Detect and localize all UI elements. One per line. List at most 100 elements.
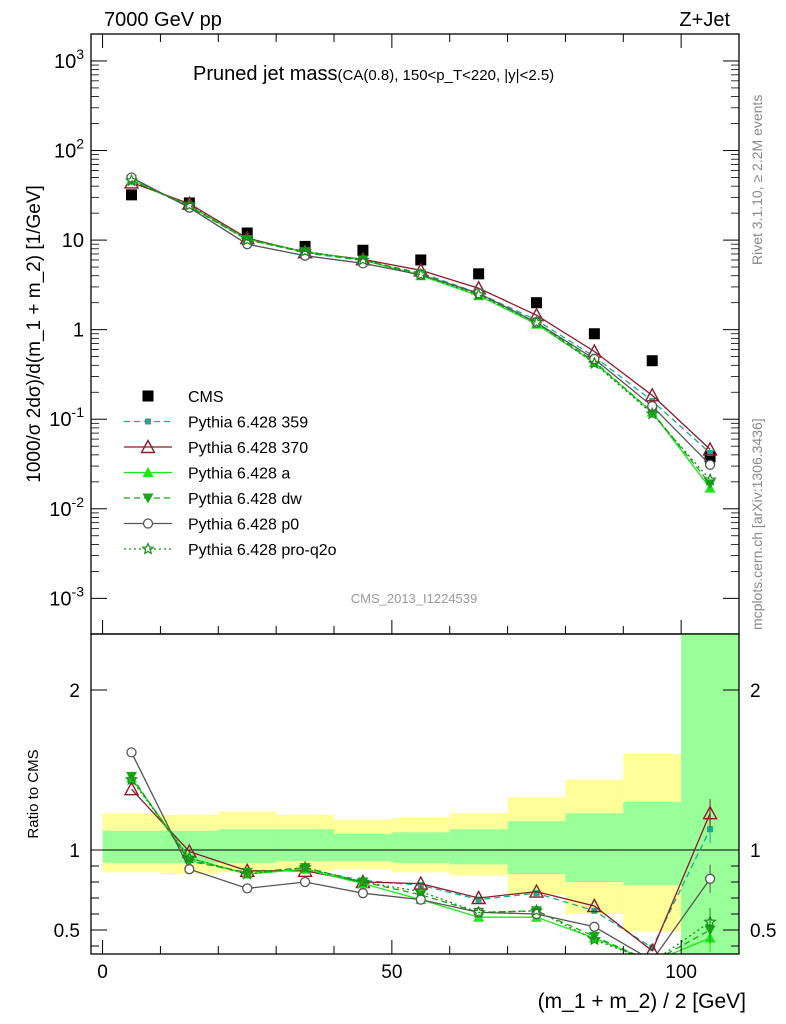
x-tick-label: 50: [381, 962, 402, 983]
ratio-data-point: [242, 883, 253, 894]
legend-marker: [142, 467, 154, 477]
ratio-data-point: [649, 944, 656, 951]
main-data-point: [707, 449, 714, 456]
main-title: Pruned jet mass(CA(0.8), 150<p_T<220, |y…: [193, 63, 554, 85]
legend-label: CMS: [188, 389, 224, 406]
ratio-y-tick-label-right: 0.5: [750, 921, 776, 942]
legend-marker: [145, 418, 151, 425]
main-y-tick-label: 102: [54, 136, 84, 163]
main-data-point: [531, 297, 542, 309]
analysis-id-label: CMS_2013_I1224539: [351, 591, 478, 606]
main-y-tick-label: 10: [62, 230, 84, 252]
legend-item: Pythia 6.428 pro-q2o: [124, 541, 337, 559]
main-y-axis-label: 1000/σ 2dσ)/d(m_1 + m_2) [1/GeV]: [24, 185, 45, 483]
main-data-point: [240, 233, 254, 246]
main-data-point: [702, 441, 718, 456]
svg-text:Pruned jet mass(CA(0.8), 150<p: Pruned jet mass(CA(0.8), 150<p_T<220, |y…: [193, 63, 554, 85]
ratio-y-tick-label-right: 1: [750, 841, 761, 862]
ratio-uncertainty-bands: [102, 634, 739, 954]
legend-label: Pythia 6.428 a: [188, 466, 290, 483]
ratio-data-point: [704, 873, 716, 884]
green-band-segment: [449, 829, 508, 865]
legend-item: CMS: [142, 389, 224, 406]
legend-marker: [142, 493, 154, 504]
legend-label: Pythia 6.428 pro-q2o: [188, 542, 337, 559]
main-data-point: [647, 400, 658, 412]
ratio-data-point: [240, 866, 254, 880]
main-data-point: [298, 244, 312, 257]
main-data-point: [414, 267, 428, 281]
ratio-data-point: [703, 914, 717, 928]
green-band-segment: [276, 829, 334, 862]
main-data-point: [645, 406, 659, 420]
legend-label: Pythia 6.428 p0: [188, 517, 299, 534]
legend-item: Pythia 6.428 359: [124, 415, 308, 432]
main-data-point: [415, 254, 427, 266]
ratio-y-tick-label: 0.5: [54, 921, 80, 942]
ratio-data-point: [589, 921, 600, 932]
ratio-data-point: [470, 890, 487, 905]
main-data-point: [126, 189, 137, 201]
legend-item: Pythia 6.428 370: [124, 439, 308, 457]
green-band-segment: [391, 832, 450, 863]
ratio-panel: 0.5 0.5 1 1 2 2 0 50 100 Ratio to CMS (m_1 + m_2…: [25, 633, 776, 1013]
green-band-segment: [565, 813, 624, 882]
green-band-segment: [623, 802, 682, 886]
legend-marker: [142, 390, 154, 402]
main-data-point: [588, 328, 600, 340]
main-data-point: [644, 387, 660, 402]
legend-item: Pythia 6.428 dw: [124, 491, 302, 508]
ratio-data-point: [182, 850, 197, 864]
main-series-pythia-6-428-370: [123, 174, 718, 456]
x-tick-label: 100: [665, 962, 697, 983]
ratio-data-point: [299, 876, 311, 888]
main-data-point: [587, 356, 602, 370]
main-series-pythia-6-428-pro-q2o: [124, 173, 717, 486]
green-band-segment: [334, 834, 392, 862]
main-series-line: [131, 179, 711, 454]
ratio-data-point: [123, 781, 140, 796]
legend-item: Pythia 6.428 p0: [124, 517, 299, 534]
legend-marker: [141, 541, 155, 555]
main-y-ticks: 10-3 10-2 10-1 1 10 102 103: [49, 33, 740, 634]
rivet-version-label: Rivet 3.1.10, ≥ 2.2M events: [749, 95, 765, 265]
ratio-data-point: [586, 898, 603, 913]
mcplots-reference-label: mcplots.cern.ch [arXiv:1306.3436]: [749, 418, 765, 630]
ratio-data-point: [126, 747, 137, 758]
ratio-data-point: [702, 805, 718, 820]
main-data-point: [126, 172, 137, 183]
legend-marker: [140, 439, 156, 454]
x-tick-label: 0: [97, 962, 108, 983]
green-band-segment: [681, 634, 739, 954]
legend-label: Pythia 6.428 dw: [188, 491, 302, 508]
ratio-data-point: [414, 884, 428, 898]
main-title-suffix: (CA(0.8), 150<p_T<220, |y|<2.5): [338, 67, 555, 84]
main-data-point: [704, 459, 716, 470]
ratio-data-point: [357, 888, 369, 899]
ratio-data-point: [471, 905, 486, 919]
main-y-tick-label: 10-3: [49, 583, 84, 610]
green-band-segment: [102, 830, 161, 863]
main-data-point: [703, 472, 717, 486]
ratio-series-layer: [123, 747, 718, 954]
ratio-data-point: [356, 874, 370, 888]
main-data-point: [357, 244, 369, 256]
main-y-tick-label: 10-2: [49, 494, 84, 521]
legend: CMS Pythia 6.428 359 Pythia 6.428 370 Pythi…: [124, 389, 337, 559]
ratio-data-point: [126, 771, 137, 782]
green-band-segment: [507, 821, 566, 874]
main-data-point: [704, 451, 716, 463]
ratio-y-axis-label: Ratio to CMS: [25, 749, 42, 838]
main-data-point: [646, 355, 658, 367]
main-data-point: [471, 287, 486, 301]
legend-marker: [142, 518, 154, 529]
ratio-series-pythia-6-428-pro-q2o: [124, 772, 717, 954]
legend-item: Pythia 6.428 a: [124, 466, 290, 483]
main-data-point: [529, 315, 544, 329]
main-series-layer: [123, 172, 718, 493]
ratio-data-point: [415, 894, 426, 905]
ratio-data-point: [184, 864, 195, 875]
ratio-data-point: [124, 772, 139, 786]
main-y-tick-label: 103: [54, 46, 84, 73]
